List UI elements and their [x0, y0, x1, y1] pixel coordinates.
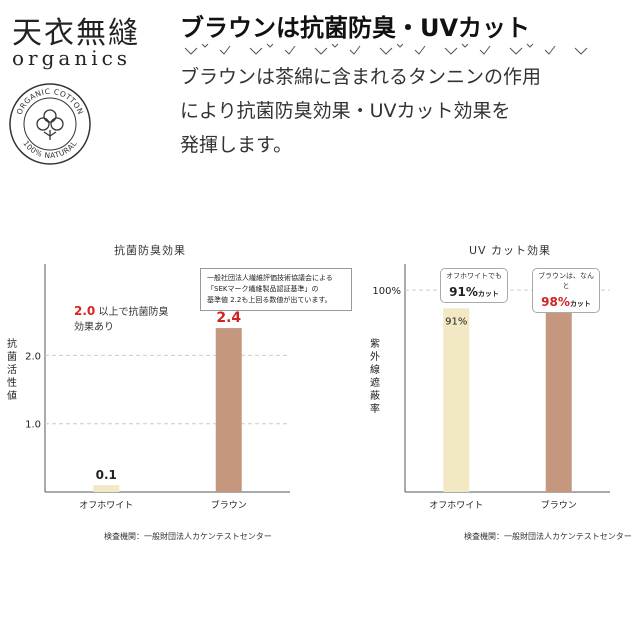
threshold-note: 2.0 以上で抗菌防臭 効果あり: [74, 304, 168, 335]
y-tick-label: 100%: [372, 286, 401, 297]
decorative-sparkle-icon-row: [184, 43, 588, 55]
threshold-value: 2.0: [74, 304, 96, 318]
y-axis-label-char: 外: [370, 352, 380, 363]
bar-offwhite: [443, 308, 470, 492]
description-line: ブラウンは茶綿に含まれるタンニンの作用: [180, 66, 542, 88]
callout-line: 「SEKマーク繊維製品認証基準」の: [207, 285, 319, 293]
badge-bottom-text: 100% NATURAL: [21, 139, 78, 160]
bar-offwhite: [93, 485, 120, 492]
sek-callout: 一般社団法人繊維評価技術協議会による 「SEKマーク繊維製品認証基準」の 基準値…: [200, 268, 352, 311]
source-note: 検査機関：一般財団法人カケンテストセンター: [464, 532, 632, 541]
callout-line: 一般社団法人繊維評価技術協議会による: [207, 274, 333, 282]
y-axis-label-char: 値: [7, 391, 17, 402]
y-axis-label-char: 抗: [7, 339, 17, 350]
threshold-text: 効果あり: [74, 322, 114, 333]
badge-top-text: ORGANIC COTTON: [15, 87, 85, 116]
chart-title: UV カット効果: [468, 244, 552, 257]
bubble-value: 91%: [449, 285, 478, 299]
svg-text:100% NATURAL: 100% NATURAL: [21, 139, 79, 160]
bar-brown: [215, 328, 242, 492]
antibacterial-bar-chart: 1.0 2.0 オフホワイト 0.1 ブラウン 2.4: [25, 264, 290, 511]
description-line: により抗菌防臭効果・UVカット効果を: [180, 100, 511, 122]
x-tick-label: オフホワイト: [79, 500, 133, 511]
bubble-unit: カット: [569, 300, 591, 308]
x-tick-label: オフホワイト: [429, 500, 483, 511]
brand-name-en: organics: [12, 46, 132, 70]
uv-cut-bar-chart: 100% オフホワイト 91% ブラウン 98%: [372, 264, 610, 511]
brown-callout-bubble: ブラウンは、なんと 98%カット: [532, 268, 600, 313]
y-tick-label: 1.0: [25, 420, 41, 431]
svg-text:ORGANIC COTTON: ORGANIC COTTON: [15, 87, 86, 116]
organic-cotton-badge: ORGANIC COTTON 100% NATURAL: [9, 83, 91, 165]
description-line: 発揮します。: [180, 134, 293, 156]
y-axis-label-char: 性: [7, 378, 17, 389]
bar-brown: [545, 294, 572, 492]
bubble-caption: オフホワイトでも: [446, 272, 502, 280]
bubble-value: 98%: [541, 295, 570, 309]
cotton-flower-icon: [36, 109, 64, 140]
data-label: 91%: [445, 316, 467, 327]
brand-name-jp: 天衣無縫: [12, 16, 140, 51]
offwhite-callout-bubble: オフホワイトでも 91%カット: [440, 268, 508, 303]
description: ブラウンは茶綿に含まれるタンニンの作用 により抗菌防臭効果・UVカット効果を 発…: [180, 60, 620, 162]
chart-title: 抗菌防臭効果: [114, 244, 186, 257]
y-axis-label-char: 遮: [370, 378, 380, 389]
y-axis-label-char: 蔽: [370, 391, 380, 402]
threshold-text: 以上で抗菌防臭: [98, 307, 169, 318]
y-axis-label-char: 活: [7, 365, 17, 376]
bubble-unit: カット: [477, 290, 499, 298]
headline: ブラウンは抗菌防臭・UVカット: [180, 14, 531, 42]
x-tick-label: ブラウン: [541, 499, 577, 511]
y-axis-label-char: 線: [370, 365, 380, 376]
data-label: 0.1: [96, 468, 117, 482]
data-label: 2.4: [216, 310, 241, 326]
y-axis-label: 紫 外 線 遮 蔽 率: [369, 338, 381, 416]
y-tick-label: 2.0: [25, 351, 41, 362]
bubble-caption: ブラウンは、なんと: [538, 272, 594, 290]
y-axis-label-char: 率: [370, 404, 380, 415]
source-note: 検査機関：一般財団法人カケンテストセンター: [104, 532, 272, 541]
y-axis-label-char: 菌: [7, 352, 17, 363]
y-axis-label: 抗 菌 活 性 値: [6, 338, 18, 403]
y-axis-label-char: 紫: [370, 339, 380, 350]
callout-line: 基準値 2.2も上回る数値が出ています。: [207, 296, 332, 304]
x-tick-label: ブラウン: [211, 499, 247, 511]
